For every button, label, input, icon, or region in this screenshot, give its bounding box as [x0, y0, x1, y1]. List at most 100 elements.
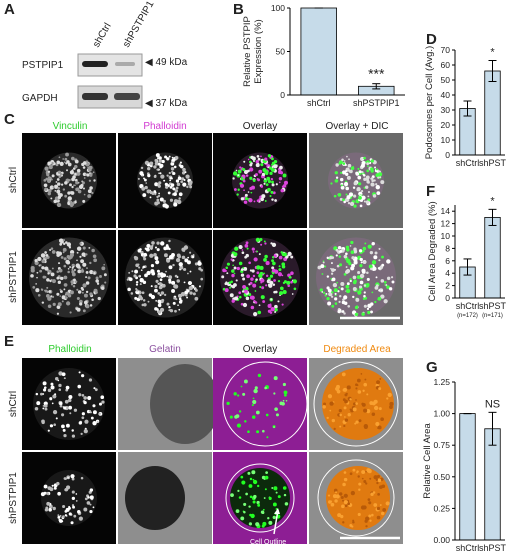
row-label: shPSTPIP1 [8, 251, 19, 303]
puncta [272, 283, 276, 286]
puncta [377, 492, 380, 496]
puncta [321, 273, 324, 275]
puncta [385, 501, 390, 506]
puncta [352, 275, 357, 280]
puncta [254, 313, 257, 316]
annotations: Cell Outline [250, 316, 400, 546]
puncta [58, 175, 61, 179]
puncta [238, 261, 243, 266]
puncta [163, 179, 166, 182]
puncta [139, 283, 142, 286]
puncta [270, 190, 274, 194]
puncta [373, 179, 376, 182]
puncta [273, 164, 278, 169]
puncta [337, 290, 340, 293]
puncta [370, 177, 374, 180]
puncta [160, 291, 165, 295]
y-tick-label: 0 [445, 293, 450, 303]
puncta [290, 280, 293, 284]
puncta [95, 276, 99, 280]
puncta [336, 264, 340, 268]
puncta [367, 195, 370, 198]
puncta [138, 295, 143, 299]
puncta [278, 268, 282, 272]
puncta [178, 197, 181, 200]
puncta [352, 166, 355, 168]
puncta [264, 157, 268, 161]
puncta [282, 173, 287, 178]
puncta [142, 299, 146, 302]
puncta [375, 184, 380, 190]
blot-band [114, 93, 140, 100]
puncta [85, 290, 89, 294]
y-axis-label: Podosomes per Cell (Avg.) [424, 46, 435, 159]
micrographs [22, 133, 403, 544]
significance: *** [368, 66, 385, 82]
puncta [346, 282, 350, 286]
puncta [244, 197, 248, 201]
puncta [322, 261, 325, 264]
puncta [67, 476, 69, 479]
puncta [360, 373, 363, 375]
puncta [355, 387, 358, 390]
puncta [50, 272, 55, 277]
puncta [76, 251, 79, 254]
puncta [357, 175, 362, 180]
puncta [47, 188, 52, 193]
puncta [69, 252, 74, 258]
puncta [156, 269, 160, 273]
puncta [240, 273, 245, 277]
puncta [164, 253, 168, 258]
puncta [361, 402, 365, 406]
puncta [164, 185, 169, 189]
puncta [143, 303, 147, 307]
puncta [372, 266, 377, 271]
puncta [51, 174, 55, 178]
puncta [334, 302, 338, 305]
puncta [30, 274, 34, 278]
puncta [243, 170, 249, 175]
size-marker: ◀ 37 kDa [145, 98, 188, 109]
puncta [258, 253, 261, 256]
puncta [330, 278, 333, 280]
column-header: Phalloidin [48, 344, 91, 355]
puncta [261, 194, 266, 199]
puncta [282, 281, 286, 285]
puncta [241, 176, 244, 179]
puncta [53, 199, 58, 204]
cell-outline [313, 361, 399, 447]
puncta [351, 263, 355, 268]
puncta [154, 182, 159, 187]
puncta [326, 416, 329, 420]
puncta [366, 468, 371, 473]
puncta [344, 393, 348, 397]
puncta [349, 169, 353, 174]
cell-outline [222, 361, 308, 447]
puncta [74, 164, 78, 169]
y-tick-label: 0.50 [433, 472, 450, 482]
puncta [352, 186, 356, 189]
puncta [237, 174, 240, 177]
puncta [143, 178, 147, 182]
puncta [358, 249, 363, 253]
puncta [168, 155, 171, 158]
puncta [343, 477, 348, 482]
puncta [178, 192, 183, 197]
puncta [64, 157, 68, 161]
puncta [46, 278, 50, 282]
puncta [334, 499, 338, 503]
puncta [224, 269, 227, 272]
puncta [56, 481, 60, 486]
puncta [74, 178, 78, 182]
puncta [363, 284, 367, 287]
puncta [344, 416, 346, 418]
puncta [44, 266, 49, 271]
puncta [341, 372, 346, 377]
puncta [326, 286, 330, 290]
puncta [282, 486, 287, 490]
puncta [65, 388, 69, 392]
y-tick-label: 50 [441, 75, 451, 85]
puncta [386, 276, 391, 281]
puncta [330, 182, 333, 185]
